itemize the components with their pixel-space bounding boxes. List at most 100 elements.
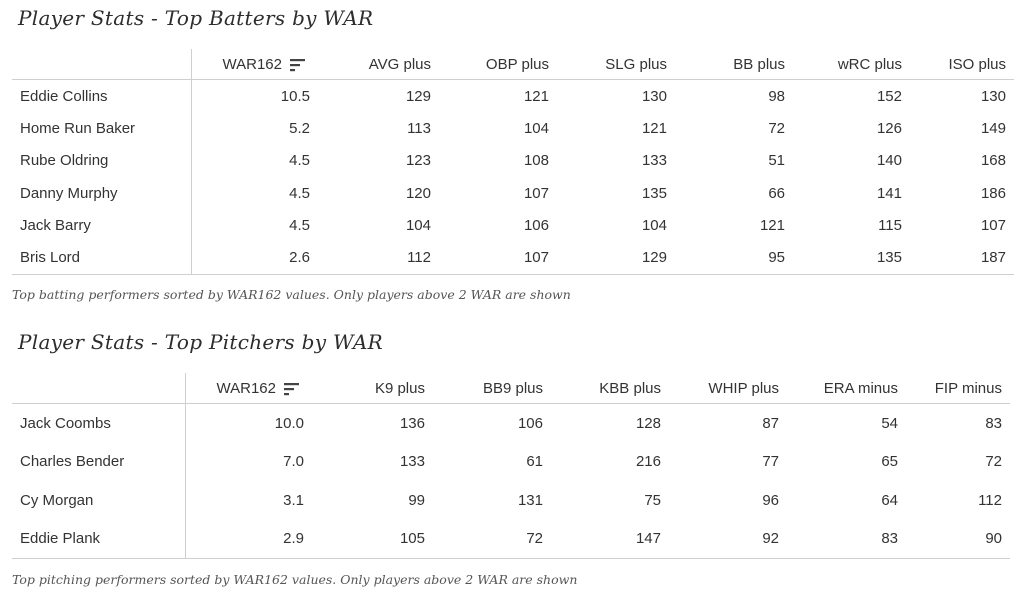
stat-cell: 87	[762, 414, 779, 432]
stat-cell: 3.1	[283, 491, 304, 509]
table-row[interactable]: Bris Lord 2.6 112 107 129 95 135 187	[12, 241, 1014, 275]
table-row[interactable]: Rube Oldring 4.5 123 108 133 51 140 168	[12, 144, 1014, 177]
player-name-cell: Jack Barry	[12, 209, 192, 242]
stat-cell: 186	[980, 184, 1006, 202]
player-name-cell: Eddie Collins	[12, 79, 192, 113]
stat-cell: 2.6	[191, 241, 318, 275]
table-row[interactable]: Cy Morgan 3.1 99 131 75 96 64 112	[12, 481, 1010, 520]
batters-corner-cell	[12, 49, 192, 80]
pitchers-column-header-fip-minus[interactable]: FIP minus	[906, 373, 1010, 404]
stat-cell: 135	[793, 241, 910, 275]
stat-cell: 136	[399, 414, 425, 432]
stat-cell: 7.0	[283, 453, 304, 471]
pitchers-column-header-bb9-plus[interactable]: BB9 plus	[433, 373, 551, 404]
stat-cell: 131	[517, 491, 543, 509]
pitchers-column-header-whip-plus[interactable]: WHIP plus	[669, 373, 787, 404]
stat-cell: 129	[557, 241, 675, 275]
pitchers-column-header-era-minus[interactable]: ERA minus	[787, 373, 906, 404]
stat-cell: 61	[526, 453, 543, 471]
stat-cell: 66	[768, 184, 785, 202]
batters-column-header-avg-plus[interactable]: AVG plus	[318, 49, 439, 80]
stat-cell: 140	[876, 152, 902, 170]
pitchers-corner-cell	[12, 373, 186, 404]
stat-cell: 106	[523, 216, 549, 234]
pitchers-table: WAR162 K9 plus BB9 plus KBB plus WHIP pl…	[12, 373, 1010, 559]
column-header-label: WAR162	[216, 379, 276, 397]
table-row[interactable]: Jack Coombs 10.0 136 106 128 87 54 83	[12, 403, 1010, 443]
batters-column-header-obp-plus[interactable]: OBP plus	[439, 49, 557, 80]
stat-cell: 129	[405, 87, 431, 105]
stat-cell: 120	[405, 184, 431, 202]
stat-cell: 112	[318, 241, 439, 275]
stat-cell: 133	[399, 453, 425, 471]
batters-column-header-slg-plus[interactable]: SLG plus	[557, 49, 675, 80]
stat-cell: 121	[641, 119, 667, 137]
stat-cell: 64	[881, 491, 898, 509]
stat-cell: 168	[980, 152, 1006, 170]
stat-cell: 152	[876, 87, 902, 105]
stat-cell: 83	[985, 414, 1002, 432]
stat-cell: 72	[433, 519, 551, 559]
player-name-cell: Home Run Baker	[12, 112, 192, 145]
table-row[interactable]: Danny Murphy 4.5 120 107 135 66 141 186	[12, 176, 1014, 210]
stat-cell: 187	[910, 241, 1014, 275]
stat-cell: 96	[762, 491, 779, 509]
batters-header-row: WAR162 AVG plus OBP plus SLG plus BB plu…	[12, 49, 1014, 80]
stat-cell: 104	[405, 216, 431, 234]
stat-cell: 104	[523, 119, 549, 137]
pitchers-column-header-war162[interactable]: WAR162	[185, 373, 312, 404]
batters-column-header-bb-plus[interactable]: BB plus	[675, 49, 793, 80]
stat-cell: 54	[881, 414, 898, 432]
batters-title: Player Stats - Top Batters by WAR	[18, 6, 374, 30]
player-name-cell: Cy Morgan	[12, 481, 186, 520]
stat-cell: 77	[762, 453, 779, 471]
stat-cell: 216	[635, 453, 661, 471]
stat-cell: 98	[768, 87, 785, 105]
player-name-cell: Rube Oldring	[12, 144, 192, 177]
pitchers-footnote: Top pitching performers sorted by WAR162…	[12, 572, 578, 587]
stat-cell: 130	[980, 87, 1006, 105]
stat-cell: 113	[407, 119, 431, 137]
batters-column-header-wrc-plus[interactable]: wRC plus	[793, 49, 910, 80]
player-name-cell: Charles Bender	[12, 442, 186, 481]
sort-descending-icon[interactable]	[284, 382, 300, 396]
stat-cell: 128	[635, 414, 661, 432]
stat-cell: 106	[517, 414, 543, 432]
table-row[interactable]: Home Run Baker 5.2 113 104 121 72 126 149	[12, 112, 1014, 145]
table-row[interactable]: Eddie Collins 10.5 129 121 130 98 152 130	[12, 79, 1014, 113]
stat-cell: 105	[312, 519, 433, 559]
stat-cell: 107	[439, 241, 557, 275]
stat-cell: 4.5	[289, 184, 310, 202]
table-row[interactable]: Eddie Plank 2.9 105 72 147 92 83 90	[12, 519, 1010, 559]
stat-cell: 72	[985, 453, 1002, 471]
sort-descending-icon[interactable]	[290, 58, 306, 72]
table-row[interactable]: Jack Barry 4.5 104 106 104 121 115 107	[12, 209, 1014, 242]
pitchers-column-header-kbb-plus[interactable]: KBB plus	[551, 373, 669, 404]
batters-footnote: Top batting performers sorted by WAR162 …	[12, 287, 571, 302]
stat-cell: 90	[906, 519, 1010, 559]
stat-cell: 121	[523, 87, 549, 105]
player-name-cell: Jack Coombs	[12, 403, 186, 443]
stat-cell: 123	[405, 152, 431, 170]
batters-column-header-war162[interactable]: WAR162	[191, 49, 318, 80]
stat-cell: 104	[641, 216, 667, 234]
stat-cell: 99	[408, 491, 425, 509]
stat-cell: 133	[641, 152, 667, 170]
stat-cell: 108	[523, 152, 549, 170]
stat-cell: 51	[768, 152, 785, 170]
player-name-cell: Danny Murphy	[12, 176, 192, 210]
stat-cell: 147	[551, 519, 669, 559]
stat-cell: 141	[876, 184, 902, 202]
pitchers-title: Player Stats - Top Pitchers by WAR	[18, 330, 383, 354]
stat-cell: 72	[768, 119, 785, 137]
batters-column-header-iso-plus[interactable]: ISO plus	[910, 49, 1014, 80]
stat-cell: 135	[641, 184, 667, 202]
stat-cell: 130	[641, 87, 667, 105]
pitchers-column-header-k9-plus[interactable]: K9 plus	[312, 373, 433, 404]
stat-cell: 4.5	[289, 152, 310, 170]
stat-cell: 10.0	[274, 414, 304, 432]
stat-cell: 112	[978, 491, 1002, 509]
pitchers-header-row: WAR162 K9 plus BB9 plus KBB plus WHIP pl…	[12, 373, 1010, 404]
table-row[interactable]: Charles Bender 7.0 133 61 216 77 65 72	[12, 442, 1010, 481]
stat-cell: 83	[787, 519, 906, 559]
